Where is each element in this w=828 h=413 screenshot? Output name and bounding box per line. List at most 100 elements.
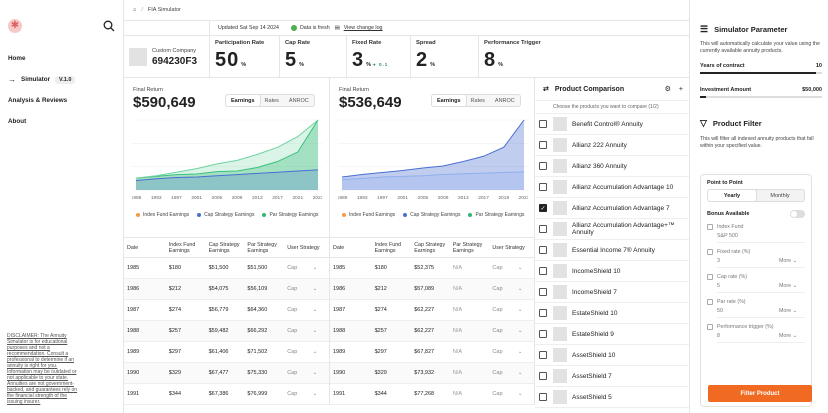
product-list-item[interactable]: AssetShield 7 — [535, 366, 689, 387]
app-logo[interactable]: ✱ — [8, 19, 22, 33]
tab-rates[interactable]: Rates — [470, 97, 485, 104]
strategy-select[interactable]: Cap ⌄ — [492, 265, 522, 271]
strategy-select[interactable]: Cap ⌄ — [492, 391, 522, 397]
gear-icon[interactable]: ⚙ — [664, 86, 671, 93]
column-header[interactable]: Date — [333, 244, 345, 251]
bonus-toggle[interactable] — [790, 210, 805, 218]
product-checkbox[interactable] — [539, 372, 547, 380]
strategy-select[interactable]: Cap ⌄ — [287, 265, 317, 271]
product-list-item[interactable]: Essential Income 7® Annuity — [535, 240, 689, 261]
product-checkbox[interactable] — [539, 183, 547, 191]
column-header[interactable]: Index Fund Earnings — [374, 241, 402, 254]
disclaimer-text[interactable]: DISCLAIMER: The Annuity Simulator is for… — [7, 333, 78, 405]
filter-input[interactable]: 5 More ⌄ — [717, 280, 805, 293]
ptp-toggle: Yearly Monthly — [707, 189, 805, 202]
product-checkbox[interactable] — [539, 393, 547, 401]
filter-input[interactable]: 3 More ⌄ — [717, 255, 805, 268]
filter-checkbox[interactable] — [707, 249, 713, 255]
column-header[interactable]: User Strategy — [492, 244, 525, 251]
more-dropdown[interactable]: More ⌄ — [779, 283, 797, 289]
filter-checkbox-row[interactable]: Cap rate (%) — [707, 274, 805, 280]
years-slider[interactable] — [700, 72, 822, 74]
product-list-item[interactable]: Allianz 222 Annuity — [535, 135, 689, 156]
filter-checkbox[interactable] — [707, 299, 713, 305]
add-icon[interactable]: + — [678, 85, 683, 93]
filter-input[interactable]: 8 More ⌄ — [717, 330, 805, 343]
investment-slider[interactable] — [700, 96, 822, 98]
tab-anroc[interactable]: ANROC — [494, 97, 515, 104]
more-dropdown[interactable]: More ⌄ — [779, 333, 797, 339]
product-checkbox[interactable] — [539, 225, 547, 233]
sidebar-item-simulator[interactable]: → Simulator V.1.0 — [8, 69, 120, 90]
filter-checkbox[interactable] — [707, 274, 713, 280]
product-checkbox[interactable] — [539, 120, 547, 128]
filter-checkbox[interactable] — [707, 224, 713, 230]
product-checkbox[interactable] — [539, 141, 547, 149]
search-icon[interactable] — [103, 20, 115, 32]
tab-earnings[interactable]: Earnings — [432, 95, 466, 106]
sidebar-item-analysis[interactable]: Analysis & Reviews — [8, 90, 120, 111]
strategy-select[interactable]: Cap ⌄ — [492, 286, 522, 292]
product-list-item[interactable]: Allianz 360 Annuity — [535, 156, 689, 177]
ptp-monthly[interactable]: Monthly — [770, 192, 790, 199]
product-list-item[interactable]: IncomeShield 7 — [535, 282, 689, 303]
filter-input[interactable]: 50 More ⌄ — [717, 305, 805, 318]
ptp-yearly[interactable]: Yearly — [708, 190, 756, 201]
strategy-select[interactable]: Cap ⌄ — [492, 307, 522, 313]
product-checkbox[interactable] — [539, 351, 547, 359]
company-card[interactable]: Custom Company 694230F3 — [124, 36, 210, 78]
product-list-item[interactable]: EstateShield 10 — [535, 303, 689, 324]
strategy-select[interactable]: Cap ⌄ — [287, 349, 317, 355]
strategy-select[interactable]: Cap ⌄ — [492, 328, 522, 334]
product-list-item[interactable]: Allianz Accumulation Advantage 10 — [535, 177, 689, 198]
filter-checkbox-row[interactable]: Index Fund — [707, 224, 805, 230]
product-checkbox[interactable] — [539, 330, 547, 338]
filter-checkbox-row[interactable]: Par rate (%) — [707, 299, 805, 305]
strategy-select[interactable]: Cap ⌄ — [287, 370, 317, 376]
strategy-select[interactable]: Cap ⌄ — [287, 307, 317, 313]
product-checkbox[interactable] — [539, 162, 547, 170]
more-dropdown[interactable]: More ⌄ — [779, 308, 797, 314]
column-header[interactable]: Cap Strategy Earnings — [414, 241, 446, 254]
product-list-item[interactable]: Benefit Control® Annuity — [535, 114, 689, 135]
strategy-select[interactable]: Cap ⌄ — [492, 370, 522, 376]
product-list-item[interactable]: Allianz Accumulation Advantage+™ Annuity — [535, 219, 689, 240]
column-header[interactable]: Par Strategy Earnings — [247, 241, 277, 254]
sidebar-item-home[interactable]: Home — [8, 48, 120, 69]
shuffle-icon: ⇄ — [543, 86, 549, 93]
product-list-item[interactable]: ✓ Allianz Accumulation Advantage 7 — [535, 198, 689, 219]
change-log-link[interactable]: View change log — [343, 25, 383, 31]
column-header[interactable]: Index Fund Earnings — [168, 241, 196, 254]
column-header[interactable]: User Strategy — [287, 244, 320, 251]
column-header[interactable]: Cap Strategy Earnings — [208, 241, 240, 254]
product-checkbox[interactable] — [539, 288, 547, 296]
product-checkbox[interactable]: ✓ — [539, 204, 547, 212]
filter-product-button[interactable]: Filter Product — [708, 385, 812, 402]
metric-value: 3 — [352, 49, 365, 71]
tab-anroc[interactable]: ANROC — [288, 97, 309, 104]
strategy-select[interactable]: Cap ⌄ — [287, 328, 317, 334]
product-list-item[interactable]: IncomeShield 10 — [535, 261, 689, 282]
strategy-select[interactable]: Cap ⌄ — [287, 286, 317, 292]
column-header[interactable]: Date — [127, 244, 139, 251]
sidebar-item-about[interactable]: About — [8, 111, 120, 132]
product-list-item[interactable]: AssetShield 10 — [535, 345, 689, 366]
product-checkbox[interactable] — [539, 267, 547, 275]
filter-checkbox-row[interactable]: Performance trigger (%) — [707, 324, 805, 330]
table-cell: Cap ⌄ — [492, 265, 534, 271]
filter-input[interactable]: S&P 500 — [717, 230, 805, 243]
strategy-select[interactable]: Cap ⌄ — [492, 349, 522, 355]
home-icon[interactable]: ⌂ — [133, 7, 137, 13]
table-cell: Cap ⌄ — [492, 370, 534, 376]
product-list-item[interactable]: EstateShield 9 — [535, 324, 689, 345]
filter-checkbox[interactable] — [707, 324, 713, 330]
product-list-item[interactable]: AssetShield 5 — [535, 387, 689, 408]
product-checkbox[interactable] — [539, 246, 547, 254]
tab-rates[interactable]: Rates — [264, 97, 279, 104]
tab-earnings[interactable]: Earnings — [226, 95, 260, 106]
column-header[interactable]: Par Strategy Earnings — [452, 241, 483, 254]
strategy-select[interactable]: Cap ⌄ — [287, 391, 317, 397]
filter-checkbox-row[interactable]: Fixed rate (%) — [707, 249, 805, 255]
more-dropdown[interactable]: More ⌄ — [779, 258, 797, 264]
product-checkbox[interactable] — [539, 309, 547, 317]
